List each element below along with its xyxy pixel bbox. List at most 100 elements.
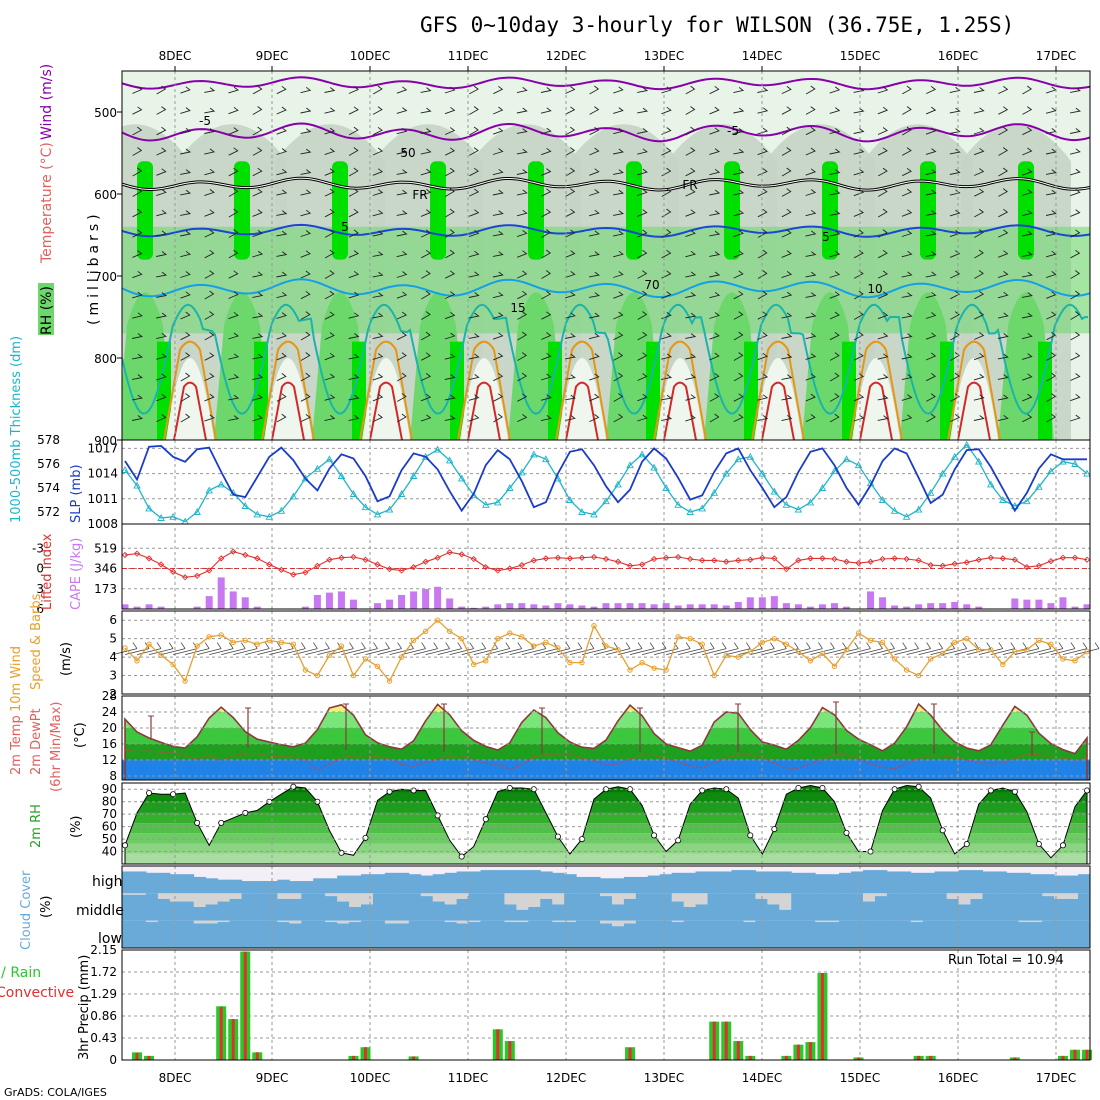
thickness-point xyxy=(578,508,586,515)
wind-barb xyxy=(541,352,552,361)
wind-barb xyxy=(348,353,360,360)
thickness-point xyxy=(481,500,490,508)
cloud-cell-high xyxy=(301,881,314,894)
wind-barb xyxy=(805,106,816,115)
wind-barb xyxy=(348,291,360,299)
cloud-gap xyxy=(289,893,302,899)
wind-barb xyxy=(901,209,913,217)
cloud-cell-middle xyxy=(839,893,852,921)
cloud-cell-low xyxy=(384,923,398,948)
wind-barb xyxy=(565,250,576,258)
wind-barb xyxy=(348,188,359,197)
wind-barb xyxy=(1069,148,1081,155)
cloud-cell-middle xyxy=(958,904,971,921)
cloud-cell-low xyxy=(289,923,302,948)
cloud-cell-middle xyxy=(588,893,601,921)
li-point xyxy=(121,551,129,559)
wind-barb xyxy=(444,394,456,401)
thickness-ytick: 578 xyxy=(37,433,60,447)
day-label-top: 12DEC xyxy=(546,49,586,63)
wind-barb xyxy=(372,168,384,176)
wind-barb xyxy=(204,373,215,382)
wind-speed-point xyxy=(807,658,814,664)
cape-bar xyxy=(422,589,430,609)
wind-barb-10m xyxy=(1050,642,1076,655)
wind-barb-10m xyxy=(389,642,414,655)
wind-barb xyxy=(949,169,961,175)
cape-bar xyxy=(674,605,682,609)
wind-barb xyxy=(156,312,168,319)
li-ytick: 6 xyxy=(36,602,44,616)
wind-barb xyxy=(252,353,264,360)
wind-speed-point xyxy=(735,654,741,660)
wind-barb xyxy=(637,148,648,155)
cape-bar xyxy=(903,606,911,609)
cloud-gap xyxy=(444,893,458,905)
wind-barb xyxy=(1022,126,1033,136)
cloud-cell-low xyxy=(157,920,171,948)
rh-point xyxy=(242,809,249,816)
wind-speed-point xyxy=(711,672,717,679)
wind-barb xyxy=(252,374,264,381)
thickness-point xyxy=(830,467,839,475)
wind-barb xyxy=(949,128,961,134)
wind-barb xyxy=(661,167,672,177)
wind-barb xyxy=(637,373,648,381)
rh-point xyxy=(386,788,393,795)
precip-conv-bar xyxy=(857,1057,861,1060)
wind-barb xyxy=(468,230,480,238)
thickness-point xyxy=(722,469,731,477)
wind-barb xyxy=(540,107,552,114)
cape-bar xyxy=(566,604,574,609)
wind-speed-point xyxy=(314,672,321,679)
rh-band xyxy=(125,802,1087,813)
wind-barb xyxy=(925,271,937,278)
thickness-point xyxy=(193,508,201,515)
thickness-point xyxy=(313,464,322,472)
wind-barb xyxy=(877,127,888,135)
wind-barb xyxy=(902,85,912,95)
wind-barb xyxy=(877,311,889,320)
wind-barb xyxy=(613,393,624,402)
temp-cold-band xyxy=(122,760,1090,780)
wind-barb xyxy=(180,250,192,258)
cloud-cell-middle xyxy=(934,893,948,921)
wind-barb xyxy=(781,126,792,136)
cloud-cell-high xyxy=(396,872,410,894)
wind-barb xyxy=(733,270,744,279)
cloud-gap xyxy=(384,920,398,924)
li-point xyxy=(530,557,537,564)
wind-barb xyxy=(829,107,841,114)
cape-bar xyxy=(734,601,742,609)
precip-conv-bar xyxy=(243,951,247,1060)
cloud-cell-middle xyxy=(600,896,613,921)
wind-barb xyxy=(396,372,407,382)
li-point xyxy=(843,558,850,565)
cape-bar xyxy=(915,604,923,609)
li-point xyxy=(578,554,586,561)
wind-barb xyxy=(300,128,312,134)
cloud-gap xyxy=(1042,893,1055,897)
wind-ytick: 5 xyxy=(109,632,117,646)
wind-barb-10m xyxy=(858,642,883,655)
wind-barb xyxy=(420,414,432,422)
wind-barb xyxy=(420,352,431,361)
wind-barb xyxy=(132,374,143,380)
contour-25 xyxy=(957,381,991,440)
cloud-cell-high xyxy=(886,871,900,894)
wind-barb xyxy=(589,230,600,237)
wind-barb xyxy=(517,270,528,279)
rh-point xyxy=(675,837,682,844)
precip-conv-bar xyxy=(628,1047,632,1060)
cloud-cell-high xyxy=(815,874,828,894)
wind-barb xyxy=(1070,393,1081,402)
wind-barb xyxy=(805,373,817,381)
cloud-cell-middle xyxy=(1030,893,1043,921)
wind-barb xyxy=(252,230,263,238)
wind-barb xyxy=(902,167,912,177)
rh-point xyxy=(963,841,970,848)
wind-barb xyxy=(372,414,383,423)
wind-barb xyxy=(973,107,985,114)
wind-barb xyxy=(516,169,528,175)
